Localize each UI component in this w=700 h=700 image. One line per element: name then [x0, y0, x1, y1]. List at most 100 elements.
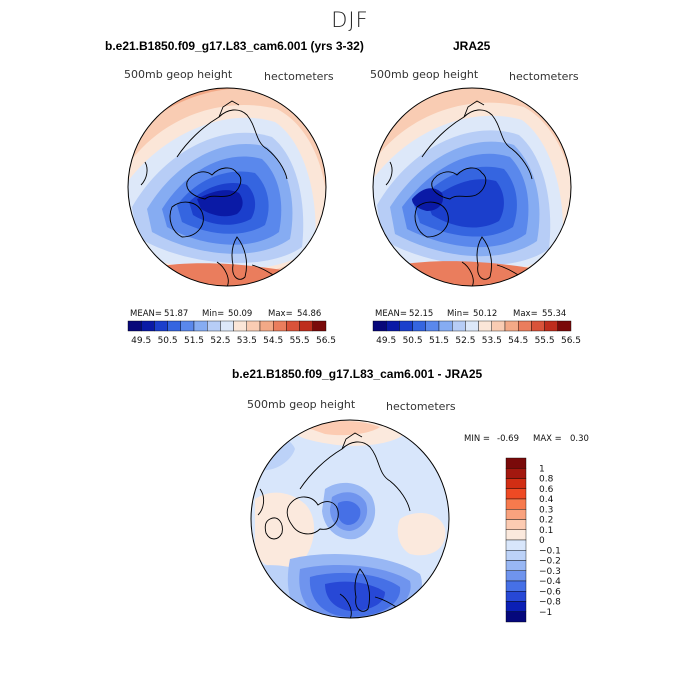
panel3-map	[250, 419, 450, 619]
colorbar-swatch	[505, 529, 527, 541]
colorbar-swatch	[167, 320, 181, 332]
panel3-colorbar: 10.80.60.40.30.20.10−0.1−0.2−0.3−0.4−0.6…	[505, 457, 561, 623]
panel2-units-label: hectometers	[509, 70, 579, 83]
colorbar-tick-label: 54.5	[508, 336, 528, 346]
colorbar-swatch	[505, 580, 527, 592]
colorbar-tick-label: −0.4	[539, 577, 561, 587]
panel3-min-value: -0.69	[497, 434, 519, 444]
colorbar-tick-label: 49.5	[131, 336, 151, 346]
colorbar-swatch	[505, 488, 527, 500]
colorbar-swatch	[531, 320, 545, 332]
colorbar-swatch	[505, 468, 527, 479]
colorbar-tick-label: 0.8	[539, 475, 554, 485]
panel1-colorbar: 49.5 50.5 51.5 52.5 53.5 54.5 55.5 56.5	[127, 320, 336, 346]
colorbar-swatch	[412, 320, 426, 332]
panel3-title: b.e21.B1850.f09_g17.L83_cam6.001 - JRA25	[232, 367, 483, 381]
colorbar-tick-label: 55.5	[535, 336, 555, 346]
colorbar-tick-label: 50.5	[403, 336, 423, 346]
panel1-mean-value: 51.87	[164, 309, 189, 319]
panel2-min-value: 50.12	[473, 309, 498, 319]
colorbar-tick-label: −0.3	[539, 567, 561, 577]
colorbar-tick-label: 0.4	[539, 495, 554, 505]
colorbar-swatch	[505, 478, 527, 489]
colorbar-tick-label: 52.5	[455, 336, 475, 346]
colorbar-swatch	[505, 570, 527, 582]
colorbar-swatch	[312, 320, 327, 332]
panel3-min-label: MIN =	[464, 434, 491, 444]
colorbar-tick-label: 54.5	[263, 336, 283, 346]
colorbar-swatch	[438, 320, 453, 332]
colorbar-swatch	[505, 519, 527, 530]
colorbar-tick-label: −0.1	[539, 546, 561, 556]
colorbar-tick-label: −1	[539, 608, 552, 618]
colorbar-tick-label: 50.5	[158, 336, 178, 346]
colorbar-tick-label: 55.5	[290, 336, 310, 346]
colorbar-swatch	[504, 320, 519, 332]
colorbar-tick-label: 1	[539, 464, 545, 474]
colorbar-swatch	[259, 320, 274, 332]
panel2-colorbar: 49.5 50.5 51.5 52.5 53.5 54.5 55.5 56.5	[372, 320, 581, 346]
colorbar-swatch	[557, 320, 572, 332]
panel2-variable-label: 500mb geop height	[370, 68, 479, 81]
colorbar-tick-label: 0.1	[539, 526, 553, 536]
panel3-max-value: 0.30	[570, 434, 589, 444]
colorbar-swatch	[505, 498, 527, 510]
panel1-max-label: Max=	[268, 309, 293, 319]
panel2-map	[372, 87, 572, 287]
colorbar-swatch	[127, 320, 142, 332]
colorbar-tick-label: 53.5	[482, 336, 502, 346]
colorbar-tick-label: −0.2	[539, 557, 561, 567]
colorbar-tick-label: 52.5	[210, 336, 230, 346]
colorbar-swatch	[220, 320, 234, 332]
colorbar-swatch	[505, 539, 527, 551]
panel1-min-value: 50.09	[228, 309, 253, 319]
colorbar-swatch	[140, 320, 155, 332]
colorbar-swatch	[272, 320, 287, 332]
colorbar-swatch	[206, 320, 221, 332]
panel3-units-label: hectometers	[386, 400, 456, 413]
colorbar-swatch	[154, 320, 168, 332]
colorbar-swatch	[372, 320, 387, 332]
panel1-title: b.e21.B1850.f09_g17.L83_cam6.001 (yrs 3-…	[105, 39, 364, 53]
panel2-max-value: 55.34	[542, 309, 567, 319]
panel2-min-label: Min=	[447, 309, 470, 319]
colorbar-tick-label: 0.6	[539, 485, 554, 495]
colorbar-swatch	[299, 320, 314, 332]
panel1-max-value: 54.86	[297, 309, 322, 319]
colorbar-swatch	[193, 320, 208, 332]
colorbar-tick-label: 0.2	[539, 516, 553, 526]
colorbar-swatch	[505, 509, 527, 520]
panel1-map	[127, 87, 327, 287]
panel2-max-label: Max=	[513, 309, 538, 319]
colorbar-tick-label: 0.3	[539, 505, 553, 515]
colorbar-tick-label: 56.5	[561, 336, 581, 346]
panel3-variable-label: 500mb geop height	[247, 398, 356, 411]
colorbar-tick-label: −0.6	[539, 587, 561, 597]
colorbar-tick-label: 49.5	[376, 336, 396, 346]
colorbar-swatch	[465, 320, 479, 332]
colorbar-swatch	[286, 320, 300, 332]
colorbar-swatch	[505, 591, 527, 602]
colorbar-swatch	[451, 320, 466, 332]
panel1-variable-label: 500mb geop height	[124, 68, 233, 81]
colorbar-tick-label: −0.8	[539, 598, 561, 608]
colorbar-swatch	[505, 457, 527, 469]
colorbar-swatch	[233, 320, 247, 332]
panel2-title: JRA25	[453, 39, 491, 53]
colorbar-swatch	[425, 320, 440, 332]
panel1-mean-label: MEAN=	[130, 309, 162, 319]
colorbar-swatch	[505, 611, 527, 623]
colorbar-swatch	[478, 320, 492, 332]
colorbar-tick-label: 51.5	[184, 336, 204, 346]
colorbar-swatch	[491, 320, 506, 332]
colorbar-tick-label: 56.5	[316, 336, 336, 346]
colorbar-swatch	[517, 320, 532, 332]
page-title: DJF	[331, 8, 369, 32]
colorbar-swatch	[385, 320, 400, 332]
colorbar-swatch	[505, 560, 527, 571]
colorbar-tick-label: 0	[539, 536, 545, 546]
colorbar-swatch	[505, 601, 527, 612]
colorbar-swatch	[246, 320, 261, 332]
panel3-max-label: MAX =	[533, 434, 562, 444]
colorbar-swatch	[544, 320, 559, 332]
